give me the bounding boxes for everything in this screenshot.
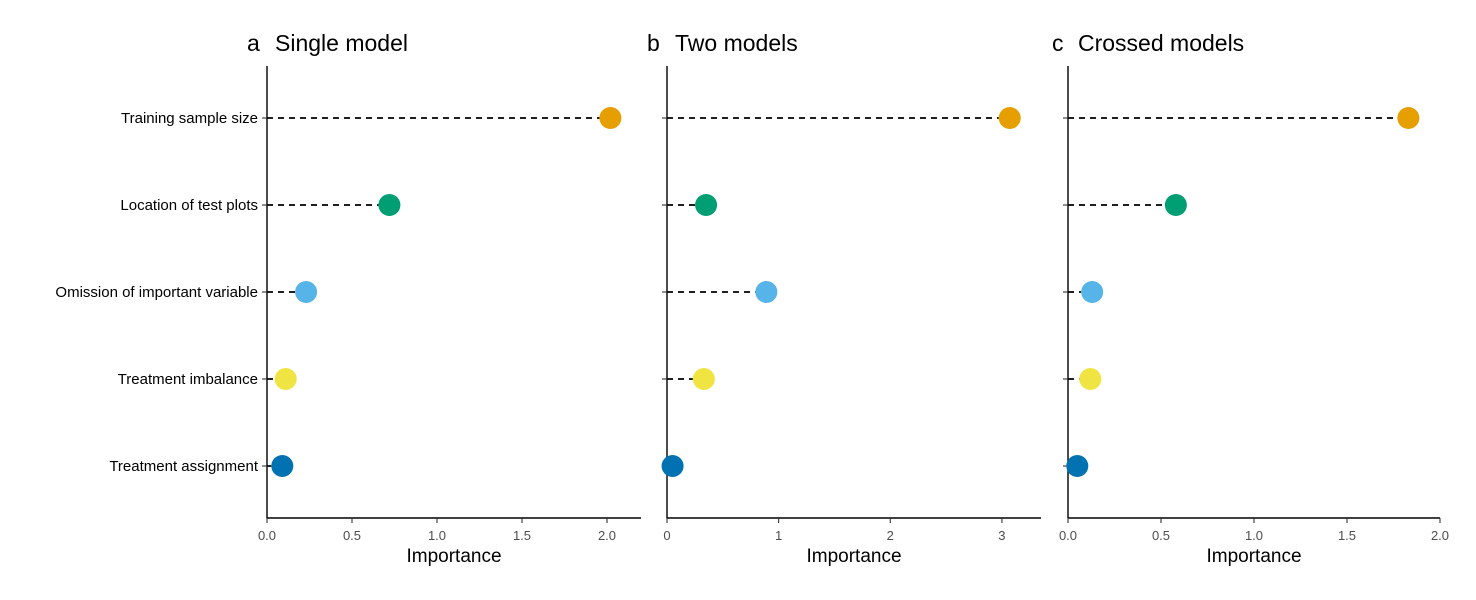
panel-letter: c — [1052, 30, 1064, 56]
data-point — [274, 368, 297, 390]
x-tick-label: 1.5 — [513, 528, 531, 543]
data-point — [1079, 368, 1102, 390]
data-point — [295, 281, 318, 303]
x-tick-label: 2 — [887, 528, 894, 543]
panel-letter: b — [647, 30, 660, 56]
x-tick-label: 0.0 — [258, 528, 276, 543]
y-category-label: Training sample size — [121, 110, 258, 127]
data-point — [695, 194, 718, 216]
data-point — [378, 194, 401, 216]
x-tick-label: 1.5 — [1338, 528, 1356, 543]
data-point — [1066, 455, 1089, 477]
data-point — [599, 107, 622, 129]
data-point — [1081, 281, 1104, 303]
x-tick-label: 2.0 — [598, 528, 616, 543]
panel-title: Single model — [275, 30, 408, 56]
y-category-label: Treatment assignment — [109, 458, 259, 475]
x-axis-title: Importance — [1206, 546, 1301, 567]
y-category-label: Omission of important variable — [55, 284, 258, 301]
x-axis-title: Importance — [406, 546, 501, 567]
x-tick-label: 0 — [663, 528, 670, 543]
data-point — [998, 107, 1021, 129]
x-tick-label: 1 — [775, 528, 782, 543]
y-category-label: Location of test plots — [120, 197, 258, 214]
x-tick-label: 0.5 — [1152, 528, 1170, 543]
x-tick-label: 3 — [998, 528, 1005, 543]
x-axis-title: Importance — [806, 546, 901, 567]
panel-title: Crossed models — [1078, 30, 1244, 56]
data-point — [1164, 194, 1187, 216]
x-tick-label: 1.0 — [428, 528, 446, 543]
y-category-label: Treatment imbalance — [118, 371, 258, 388]
data-point — [1397, 107, 1420, 129]
data-point — [755, 281, 778, 303]
panel-title: Two models — [675, 30, 798, 56]
data-point — [692, 368, 715, 390]
data-point — [271, 455, 294, 477]
x-tick-label: 0.0 — [1059, 528, 1077, 543]
x-tick-label: 0.5 — [343, 528, 361, 543]
data-point — [661, 455, 684, 477]
x-tick-label: 1.0 — [1245, 528, 1263, 543]
x-tick-label: 2.0 — [1431, 528, 1449, 543]
panel-letter: a — [247, 30, 260, 56]
